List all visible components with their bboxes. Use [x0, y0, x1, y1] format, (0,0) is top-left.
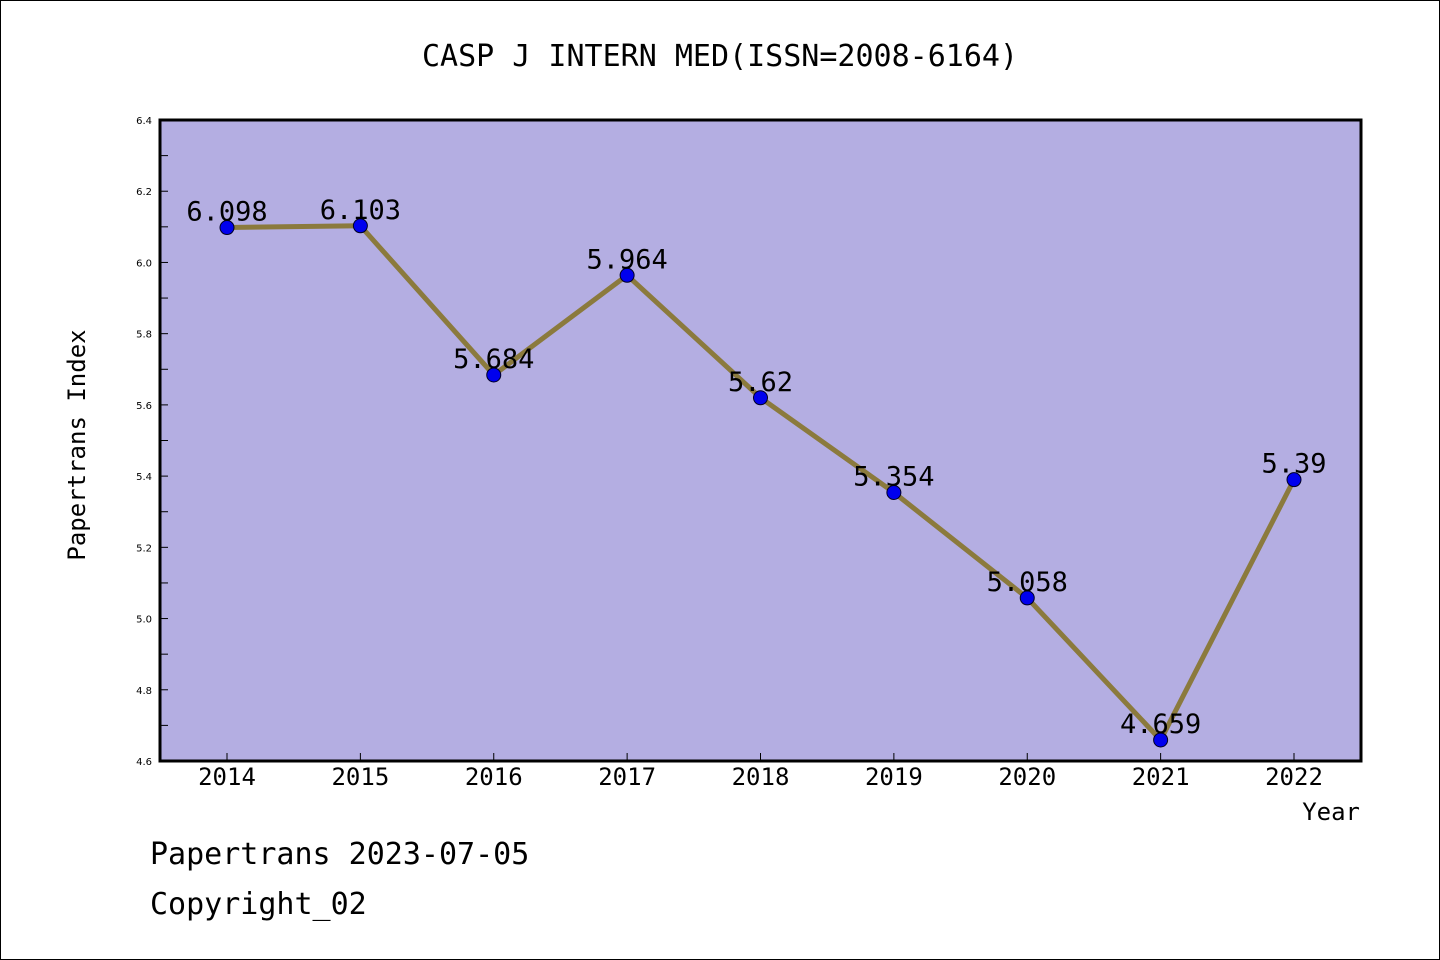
- chart-title: CASP J INTERN MED(ISSN=2008-6164): [422, 39, 1018, 74]
- data-label: 6.098: [186, 197, 267, 228]
- x-tick-label: 2022: [1265, 763, 1323, 791]
- x-tick-label: 2019: [865, 763, 923, 791]
- x-tick-label: 2021: [1132, 763, 1190, 791]
- data-point: [1153, 732, 1169, 748]
- y-tick-label: 5.0: [136, 615, 152, 626]
- footer-copyright: Copyright_02: [150, 887, 367, 922]
- data-point: [1286, 472, 1302, 488]
- data-point: [219, 220, 235, 236]
- footer-date: Papertrans 2023-07-05: [150, 837, 529, 872]
- y-tick-label: 6.4: [136, 116, 152, 127]
- data-markers: [219, 218, 1302, 748]
- y-tick-label: 5.6: [136, 401, 152, 412]
- data-label: 5.058: [987, 567, 1068, 598]
- x-tick-label: 2016: [465, 763, 523, 791]
- data-point: [1019, 590, 1035, 606]
- data-point: [753, 390, 768, 406]
- x-tick-label: 2018: [732, 763, 790, 791]
- data-label: 5.39: [1261, 449, 1326, 480]
- data-point: [619, 267, 635, 283]
- plot-border: [158, 118, 1363, 763]
- x-axis-label: Year: [1302, 798, 1360, 826]
- y-tick-label: 6.2: [136, 187, 152, 198]
- data-label: 5.62: [728, 367, 793, 398]
- y-tick-label: 5.2: [136, 543, 152, 554]
- y-axis-label: Papertrans Index: [63, 329, 91, 560]
- x-tick-label: 2017: [598, 763, 656, 791]
- y-tick-label: 4.6: [136, 757, 152, 768]
- data-label: 5.964: [586, 244, 667, 275]
- data-label: 6.103: [320, 195, 401, 226]
- x-axis: 2014 2015 2016 2017 2018 2019 2020 2021 2022: [198, 753, 1323, 791]
- data-label: 5.684: [453, 344, 534, 375]
- x-tick-label: 2020: [998, 763, 1056, 791]
- data-labels: 6.098 6.103 5.684 5.964 5.62 5.354 5.058 4.659 5…: [186, 195, 1326, 740]
- y-tick-label: 4.8: [136, 686, 152, 697]
- x-tick-label: 2014: [198, 763, 256, 791]
- data-point: [352, 218, 368, 234]
- data-label: 5.354: [853, 461, 934, 492]
- x-tick-label: 2015: [331, 763, 389, 791]
- data-point: [486, 367, 502, 383]
- y-tick-label: 6.0: [136, 258, 152, 269]
- y-tick-label: 5.4: [136, 472, 152, 483]
- data-label: 4.659: [1120, 709, 1201, 740]
- data-point: [886, 484, 902, 500]
- y-tick-label: 5.8: [136, 330, 152, 341]
